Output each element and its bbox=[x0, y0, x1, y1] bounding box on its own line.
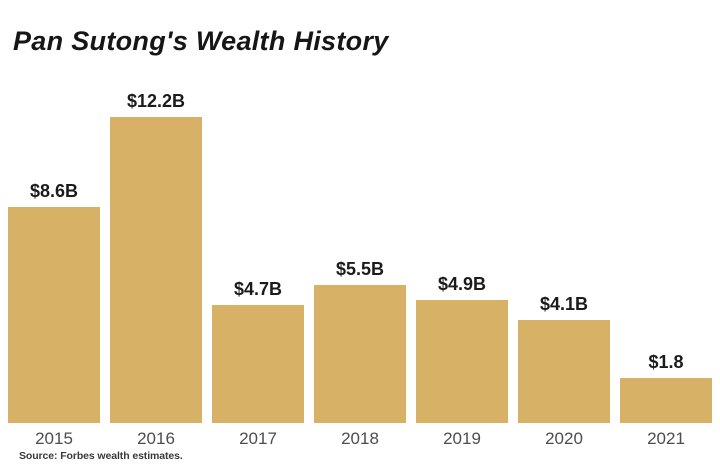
x-axis-tick-label: 2017 bbox=[239, 429, 277, 448]
bar-column: $8.6B bbox=[8, 181, 100, 423]
bar bbox=[110, 117, 202, 423]
x-axis-tick-label: 2016 bbox=[137, 429, 175, 448]
bar-value-label: $5.5B bbox=[335, 259, 385, 279]
x-axis-tick-label: 2015 bbox=[35, 429, 73, 448]
bar-column: $4.1B bbox=[518, 294, 610, 423]
bar-value-label: $4.7B bbox=[233, 279, 283, 299]
bar-column: $4.7B bbox=[212, 279, 304, 423]
x-axis-tick-label: 2019 bbox=[443, 429, 481, 448]
x-axis: 2015 2016 2017 2018 2019 2020 2021 bbox=[8, 429, 712, 449]
chart-title: Pan Sutong's Wealth History bbox=[13, 26, 389, 56]
bar-value-label: $8.6B bbox=[29, 181, 79, 201]
bar-column: $1.8 bbox=[620, 352, 712, 423]
bar-value-label: $1.8 bbox=[648, 352, 684, 372]
bar bbox=[620, 378, 712, 423]
x-axis-tick-label: 2020 bbox=[545, 429, 583, 448]
bar-chart: $8.6B $12.2B $4.7B $5.5B $4.9B $4.1B $1.8 bbox=[8, 63, 712, 423]
bar bbox=[314, 285, 406, 423]
bar bbox=[212, 305, 304, 423]
x-axis-tick-label: 2021 bbox=[647, 429, 685, 448]
bar-value-label: $12.2B bbox=[126, 91, 186, 111]
x-axis-tick-label: 2018 bbox=[341, 429, 379, 448]
bar bbox=[416, 300, 508, 423]
source-note: Source: Forbes wealth estimates. bbox=[19, 450, 183, 462]
bar-column: $5.5B bbox=[314, 259, 406, 423]
bar bbox=[8, 207, 100, 423]
bar-column: $12.2B bbox=[110, 91, 202, 423]
bar-value-label: $4.9B bbox=[437, 274, 487, 294]
bar-column: $4.9B bbox=[416, 274, 508, 423]
bar-value-label: $4.1B bbox=[539, 294, 589, 314]
bar bbox=[518, 320, 610, 423]
